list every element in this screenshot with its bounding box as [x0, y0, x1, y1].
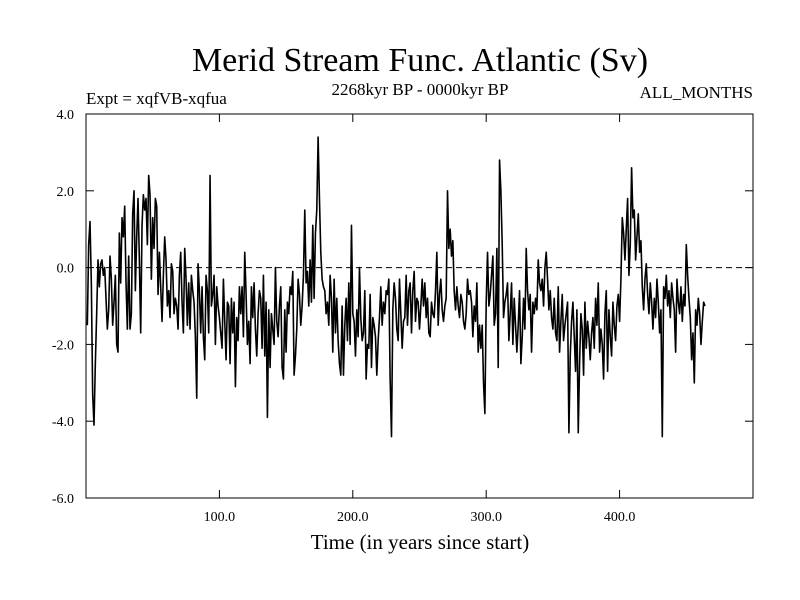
- time-range-label: 2268kyr BP - 0000kyr BP: [332, 80, 509, 99]
- y-tick-label: 0.0: [57, 262, 75, 277]
- x-tick-label: 100.0: [204, 510, 236, 525]
- y-axis: -6.0 -4.0 -2.0 0.0 2.0 4.0: [52, 108, 753, 507]
- y-tick-label: 4.0: [57, 108, 75, 123]
- chart-title: Merid Stream Func. Atlantic (Sv): [192, 42, 648, 79]
- y-tick-label: -4.0: [52, 415, 74, 430]
- x-axis: 100.0 200.0 300.0 400.0: [204, 114, 636, 525]
- months-label: ALL_MONTHS: [640, 83, 753, 102]
- y-tick-label: -6.0: [52, 492, 74, 507]
- data-line-series: [86, 136, 706, 438]
- x-axis-label: Time (in years since start): [311, 530, 530, 554]
- experiment-label: Expt = xqfVB-xqfua: [86, 89, 227, 108]
- x-tick-label: 200.0: [337, 510, 369, 525]
- y-tick-label: 2.0: [57, 185, 75, 200]
- x-tick-label: 400.0: [604, 510, 636, 525]
- x-tick-label: 300.0: [470, 510, 502, 525]
- y-tick-label: -2.0: [52, 338, 74, 353]
- plot-frame: [85, 113, 754, 499]
